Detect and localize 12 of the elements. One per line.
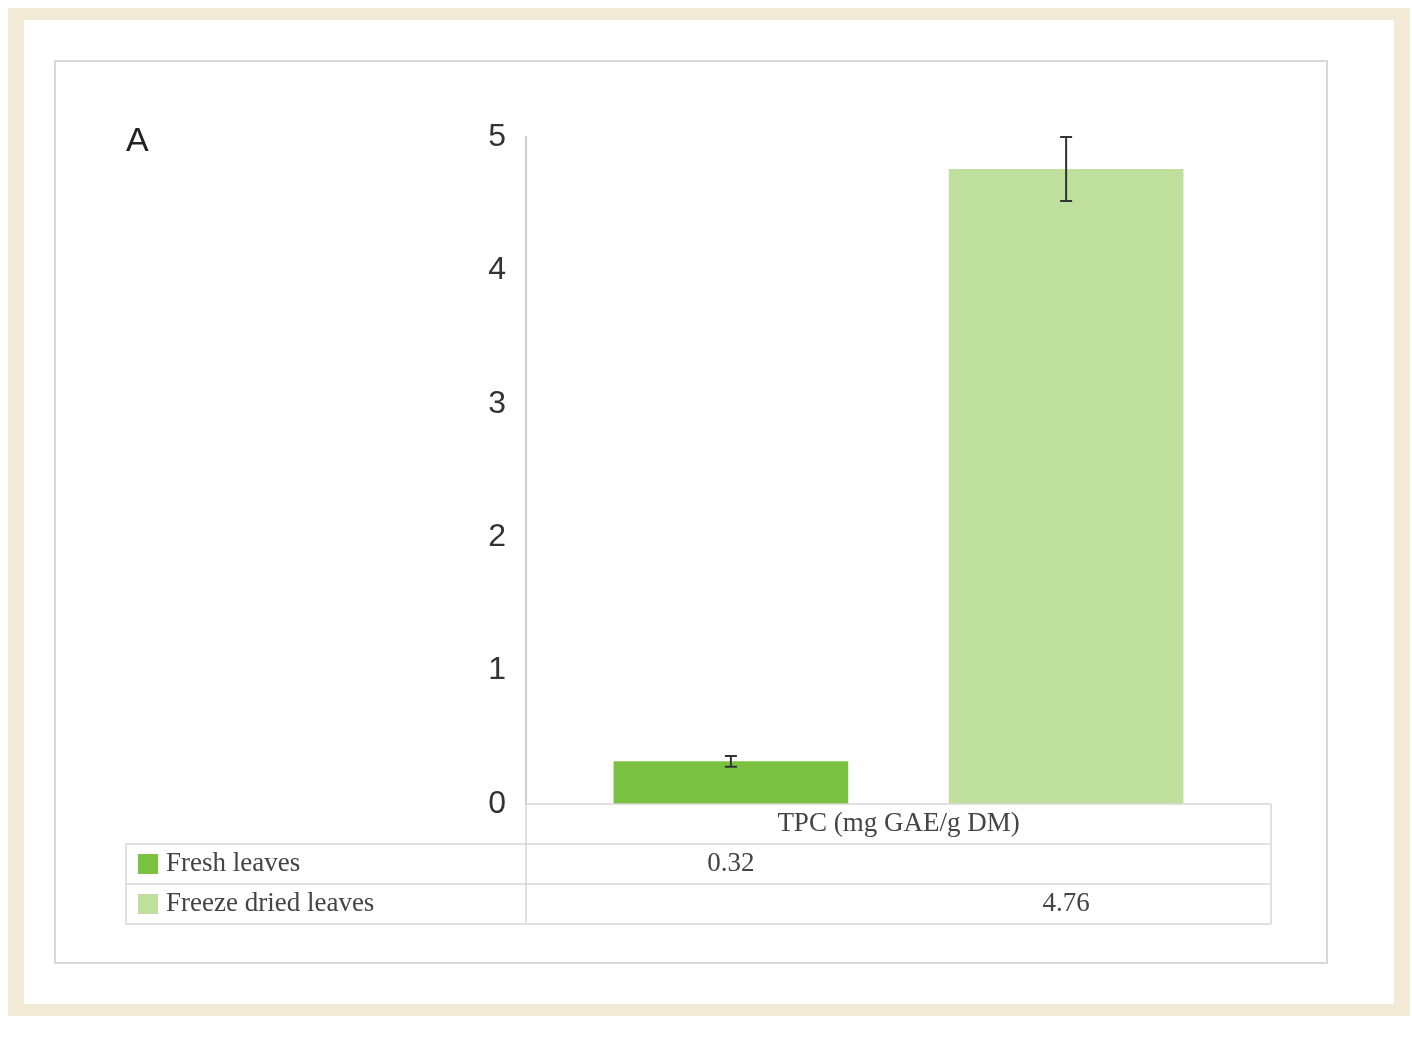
legend-label: Freeze dried leaves [166,887,375,918]
y-tick-label: 2 [488,517,506,554]
legend-label: Fresh leaves [166,847,301,878]
y-tick-label: 1 [488,650,506,687]
text: A [126,120,149,159]
y-tick-label: 4 [488,250,506,287]
y-tick-label: 0 [488,783,506,820]
x-tick-label: TPC (mg GAE/g DM) [777,807,1020,838]
data-label: 0.32 [707,847,755,878]
y-tick-label: 5 [488,116,506,153]
y-tick-label: 3 [488,383,506,420]
data-label: 4.76 [1042,887,1090,918]
